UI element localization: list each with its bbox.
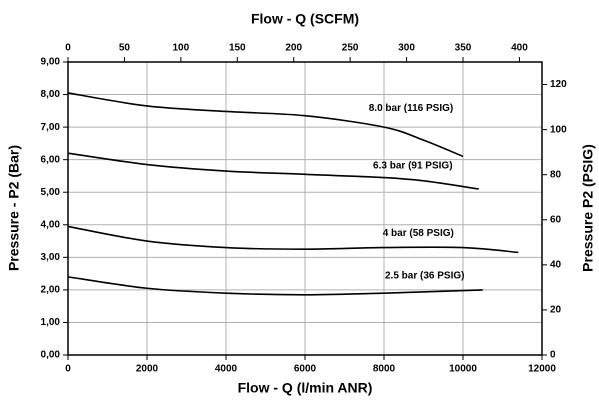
x-tick-label: 12000 — [528, 364, 556, 375]
plot-frame — [67, 61, 543, 356]
x2-axis-title: Flow - Q (SCFM) — [251, 11, 359, 27]
y2-tick-label: 40 — [550, 259, 562, 270]
y-tick-label: 5,00 — [41, 187, 61, 198]
y2-axis-title: Pressure P2 (PSIG) — [580, 144, 596, 272]
y2-tick-label: 60 — [550, 214, 562, 225]
y2-tick-label: 100 — [550, 124, 567, 135]
x-tick-label: 6000 — [294, 364, 317, 375]
series-label: 6.3 bar (91 PSIG) — [373, 161, 452, 172]
x2-tick-label: 100 — [173, 43, 190, 54]
x-tick-label: 10000 — [449, 364, 477, 375]
x2-tick-label: 350 — [455, 43, 472, 54]
x2-tick-label: 50 — [119, 43, 131, 54]
x-tick-label: 2000 — [136, 364, 159, 375]
y2-tick-label: 80 — [550, 169, 562, 180]
y-tick-label: 4,00 — [41, 219, 61, 230]
x2-tick-label: 150 — [229, 43, 246, 54]
series-line — [67, 225, 519, 254]
series-label: 2.5 bar (36 PSIG) — [385, 271, 464, 282]
y-tick-label: 9,00 — [41, 57, 61, 68]
series-label: 4 bar (58 PSIG) — [383, 228, 454, 239]
series-label: 8.0 bar (116 PSIG) — [369, 103, 454, 114]
y-tick-label: 8,00 — [41, 89, 61, 100]
series-line — [67, 92, 464, 158]
y-tick-label: 6,00 — [41, 154, 61, 165]
y-tick-label: 3,00 — [41, 252, 61, 263]
y2-tick-label: 20 — [550, 305, 562, 316]
y-tick-label: 7,00 — [41, 122, 61, 133]
y-axis-title: Pressure - P2 (Bar) — [6, 145, 22, 271]
series-line — [67, 276, 483, 296]
x-tick-label: 8000 — [373, 364, 396, 375]
x2-tick-label: 400 — [511, 43, 528, 54]
x2-tick-label: 300 — [398, 43, 415, 54]
x-tick-label: 4000 — [215, 364, 238, 375]
x-tick-label: 0 — [65, 364, 71, 375]
x2-tick-label: 250 — [342, 43, 359, 54]
y-tick-label: 2,00 — [41, 285, 61, 296]
x2-tick-label: 200 — [285, 43, 302, 54]
y-tick-label: 1,00 — [41, 317, 61, 328]
series-line — [67, 152, 479, 190]
x-axis-title: Flow - Q (l/min ANR) — [238, 380, 373, 396]
x2-tick-label: 0 — [65, 43, 71, 54]
y2-tick-label: 0 — [550, 350, 556, 361]
y-tick-label: 0,00 — [41, 350, 61, 361]
y2-tick-label: 120 — [550, 79, 567, 90]
